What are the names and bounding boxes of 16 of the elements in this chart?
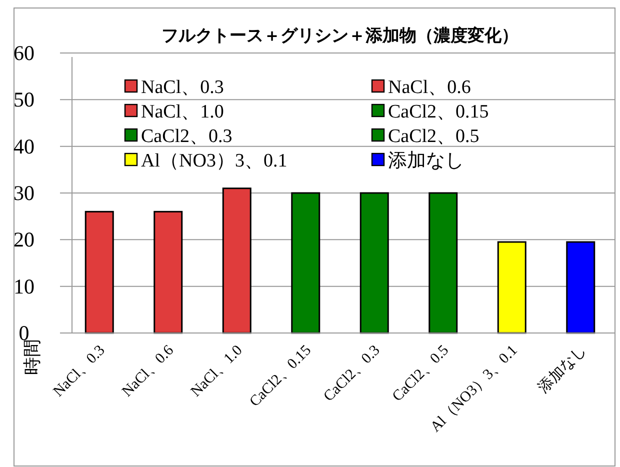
y-tick-label: 50: [14, 88, 34, 112]
legend-label: NaCl、0.3: [141, 77, 224, 98]
legend-label: NaCl、0.6: [388, 77, 471, 98]
chart-title: フルクトース＋グリシン＋添加物（濃度変化）: [162, 26, 518, 45]
y-tick-label: 40: [14, 134, 34, 158]
x-tick-label: 添加なし: [535, 342, 590, 396]
y-tick-label: 30: [14, 181, 34, 205]
legend-label: 添加なし: [388, 150, 464, 172]
legend-label: NaCl、1.0: [141, 102, 224, 122]
y-tick-label: 60: [14, 41, 34, 65]
y-tick-label: 20: [14, 228, 34, 252]
y-tick-label: 10: [14, 274, 34, 298]
legend-label: Al（NO3）3、0.1: [141, 150, 288, 172]
legend-label: CaCl2、0.15: [388, 102, 489, 122]
legend-label: CaCl2、0.3: [141, 126, 232, 147]
legend-label: CaCl2、0.5: [388, 126, 480, 147]
